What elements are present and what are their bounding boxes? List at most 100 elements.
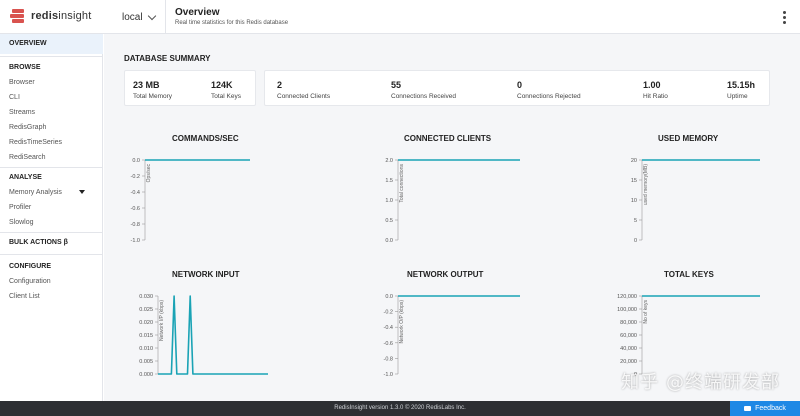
y-tick-label: -0.2: [384, 310, 393, 316]
y-tick-label: 0.005: [139, 359, 153, 365]
y-tick-label: 0.000: [139, 372, 153, 378]
metric-label: Hit Ratio: [643, 93, 668, 100]
metric-label: Connections Rejected: [517, 93, 581, 100]
caret-down-icon[interactable]: [79, 190, 85, 194]
metric-value: 124K: [211, 80, 233, 90]
metric-value: 2: [277, 80, 283, 90]
footer-version: RedisInsight version 1.3.0 © 2020 RedisL…: [334, 405, 466, 411]
sidebar-item-cli[interactable]: CLI: [9, 94, 20, 101]
metric-value: 1.00: [643, 80, 661, 90]
y-tick-label: 2.0: [385, 158, 393, 164]
y-tick-label: 0: [634, 372, 637, 378]
megaphone-icon: [744, 406, 752, 411]
y-tick-label: 5: [634, 218, 637, 224]
y-axis-label: Total connections: [399, 164, 405, 203]
y-tick-label: -0.2: [131, 174, 140, 180]
y-tick-label: 100,000: [617, 307, 637, 313]
y-tick-label: -1.0: [131, 238, 140, 244]
sidebar-item-slowlog[interactable]: Slowlog: [9, 219, 34, 226]
more-options-icon[interactable]: [783, 11, 786, 26]
watermark: 知乎 @终端研发部: [621, 372, 780, 393]
page-subtitle: Real time statistics for this Redis data…: [175, 20, 289, 26]
sidebar-heading-analyse: ANALYSE: [9, 174, 42, 181]
header-divider: [165, 0, 166, 34]
chart-title: NETWORK OUTPUT: [407, 270, 484, 279]
redis-logo-icon: [10, 9, 26, 23]
metric-hit-ratio: 1.00 Hit Ratio: [643, 80, 668, 100]
sidebar-divider: [0, 254, 103, 255]
sidebar-heading-browse: BROWSE: [9, 64, 41, 71]
y-tick-label: 20,000: [620, 359, 637, 365]
summary-card-connections: 2 Connected Clients 55 Connections Recei…: [264, 70, 770, 106]
metric-connected-clients: 2 Connected Clients: [277, 80, 330, 100]
summary-card-memory-keys: 23 MB Total Memory 124K Total Keys: [124, 70, 256, 106]
metric-label: Total Memory: [133, 93, 173, 100]
app-name: redisinsight: [31, 10, 92, 22]
sidebar-divider: [0, 167, 103, 168]
metric-value: 55: [391, 80, 402, 90]
page-title: Overview: [175, 7, 220, 18]
sidebar-item-redisgraph[interactable]: RedisGraph: [9, 124, 47, 131]
sidebar-item-client-list[interactable]: Client List: [9, 293, 40, 300]
metric-total-keys: 124K Total Keys: [211, 80, 241, 100]
y-tick-label: 15: [631, 178, 637, 184]
metric-uptime: 15.15h Uptime: [727, 80, 755, 100]
sidebar-item-bulk-actions[interactable]: BULK ACTIONS β: [9, 239, 68, 246]
metric-label: Connections Received: [391, 93, 457, 100]
y-axis-label: Ops/sec: [146, 164, 152, 183]
chart-title: NETWORK INPUT: [172, 270, 240, 279]
chart-title: CONNECTED CLIENTS: [404, 134, 492, 143]
y-tick-label: 0.020: [139, 320, 153, 326]
y-tick-label: 1.5: [385, 178, 393, 184]
y-axis-label: Network O/P (kbps): [399, 300, 405, 344]
metric-total-memory: 23 MB Total Memory: [133, 80, 172, 100]
sidebar-item-streams[interactable]: Streams: [9, 109, 36, 116]
y-tick-label: 80,000: [620, 320, 637, 326]
sidebar: OVERVIEW BROWSE Browser CLI Streams Redi…: [0, 34, 103, 401]
y-tick-label: 0: [634, 238, 637, 244]
metric-label: Uptime: [727, 93, 748, 100]
sidebar-item-redistimeseries[interactable]: RedisTimeSeries: [9, 139, 63, 146]
y-axis-label: Network I/P (kbps): [159, 300, 165, 341]
y-tick-label: 0.5: [385, 218, 393, 224]
sidebar-item-redisearch[interactable]: RediSearch: [9, 154, 46, 161]
app-logo[interactable]: redisinsight: [10, 9, 92, 23]
y-tick-label: -0.4: [384, 325, 393, 331]
top-bar: redisinsight local Overview Real time st…: [0, 0, 800, 34]
metric-label: Total Keys: [211, 93, 241, 100]
chart-title: USED MEMORY: [658, 134, 719, 143]
database-name: local: [122, 11, 143, 23]
y-tick-label: 0.0: [385, 238, 393, 244]
footer: RedisInsight version 1.3.0 © 2020 RedisL…: [0, 401, 800, 416]
y-axis-label: used memory(MB): [643, 164, 649, 205]
y-tick-label: 1.0: [385, 198, 393, 204]
y-tick-label: 60,000: [620, 333, 637, 339]
sidebar-item-configuration[interactable]: Configuration: [9, 278, 51, 285]
series-line: [158, 295, 268, 375]
y-tick-label: 0.030: [139, 294, 153, 300]
feedback-button[interactable]: Feedback: [730, 401, 800, 416]
chart-title: COMMANDS/SEC: [172, 134, 239, 143]
y-tick-label: 0.010: [139, 346, 153, 352]
y-tick-label: 0.0: [385, 294, 393, 300]
y-tick-label: 40,000: [620, 346, 637, 352]
sidebar-item-profiler[interactable]: Profiler: [9, 204, 32, 211]
y-tick-label: 0.025: [139, 307, 153, 313]
metric-connections-received: 55 Connections Received: [391, 80, 456, 100]
y-tick-label: -0.4: [131, 190, 140, 196]
y-tick-label: 0.015: [139, 333, 153, 339]
database-select[interactable]: local: [114, 5, 164, 29]
metric-value: 23 MB: [133, 80, 160, 90]
sidebar-item-overview[interactable]: OVERVIEW: [0, 34, 103, 54]
chart-title: TOTAL KEYS: [664, 270, 714, 279]
sidebar-item-memory-analysis[interactable]: Memory Analysis: [9, 189, 62, 196]
feedback-label: Feedback: [755, 405, 786, 412]
y-tick-label: -1.0: [384, 372, 393, 378]
sidebar-item-browser[interactable]: Browser: [9, 79, 35, 86]
y-tick-label: -0.8: [131, 222, 140, 228]
